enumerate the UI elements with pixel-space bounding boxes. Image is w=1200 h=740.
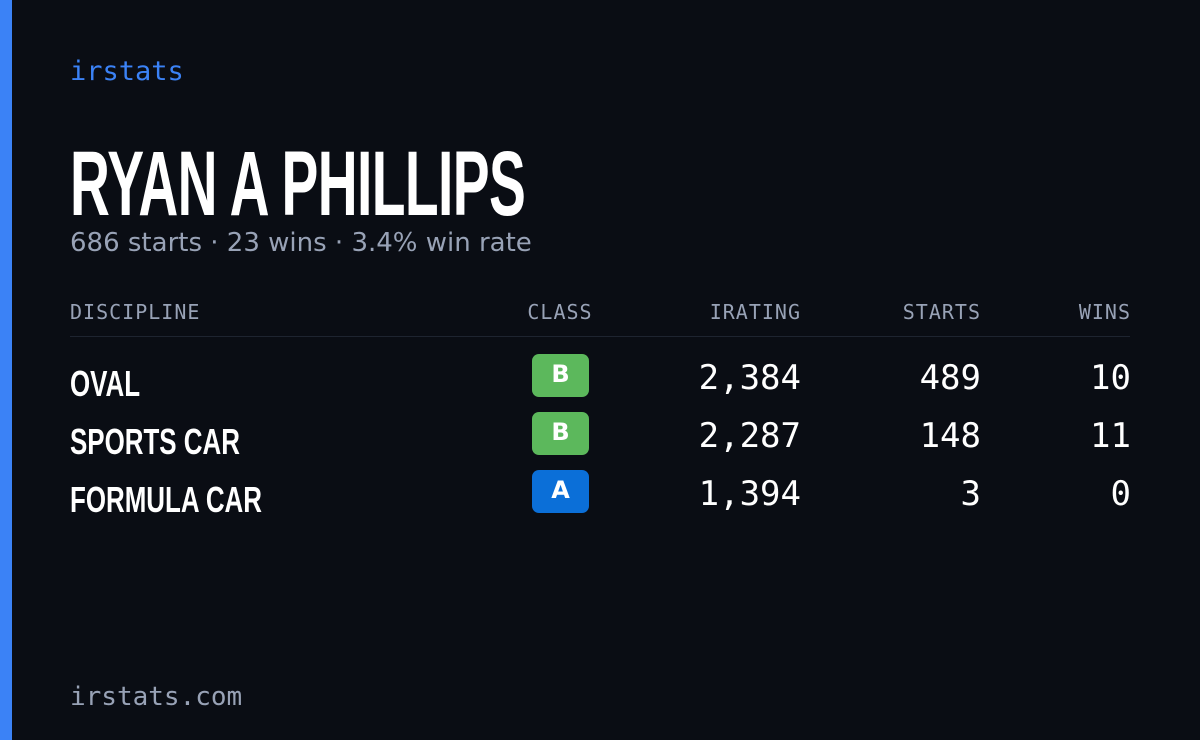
wins: 11 (1090, 416, 1131, 456)
wins: 0 (1110, 474, 1131, 514)
class-badge: B (532, 354, 589, 397)
column-header: CLASS (527, 300, 593, 324)
starts: 148 (919, 416, 981, 456)
irating: 2,287 (698, 416, 801, 456)
footer: irstats.com (70, 682, 243, 712)
summary: 686 starts · 23 wins · 3.4% win rate (70, 228, 532, 258)
column-header: WINS (1078, 300, 1131, 324)
discipline: SPORTS CAR (70, 421, 240, 462)
class-badge: B (532, 412, 589, 455)
irating: 1,394 (698, 474, 801, 514)
accent-bar (0, 0, 12, 740)
starts: 3 (960, 474, 981, 514)
brand: irstats (70, 56, 184, 87)
column-header: DISCIPLINE (70, 300, 201, 324)
header-rule (70, 336, 1130, 337)
class-badge: A (532, 470, 589, 513)
wins: 10 (1090, 358, 1131, 398)
column-header: IRATING (709, 300, 801, 324)
irating: 2,384 (698, 358, 801, 398)
discipline: OVAL (70, 363, 141, 404)
starts: 489 (919, 358, 981, 398)
driver-name: RYAN A PHILLIPS (70, 133, 526, 235)
column-header: STARTS (902, 300, 981, 324)
discipline: FORMULA CAR (70, 479, 262, 520)
